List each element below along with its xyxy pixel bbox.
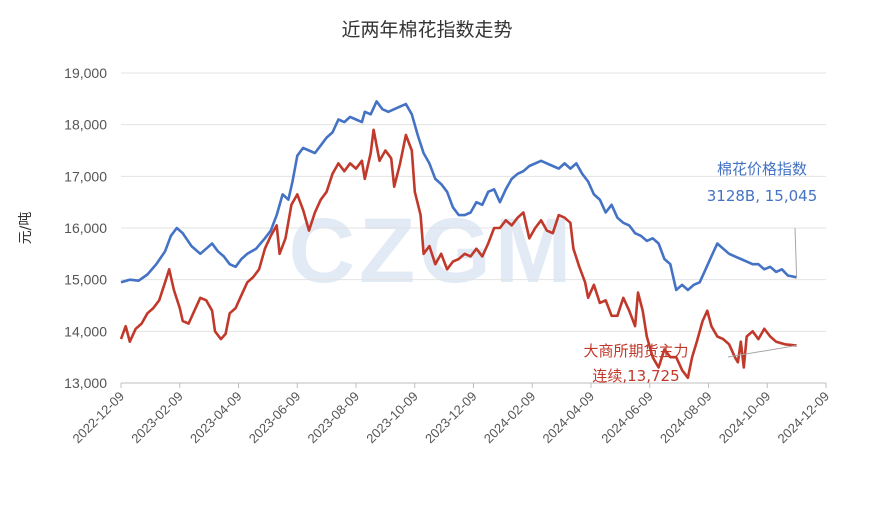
series-line-1 [120, 100, 797, 292]
y-axis: 13,000 14,000 15,000 16,000 17,000 18,000 19,0… [64, 65, 107, 391]
series-value-label-2: 连续,13,725 [592, 367, 679, 385]
y-tick-label: 15,000 [64, 272, 107, 288]
y-tick-label: 17,000 [64, 168, 107, 184]
x-tick-label: 2024-02-09 [481, 389, 539, 447]
x-tick-label: 2022-12-09 [69, 389, 127, 447]
series-line-2 [119, 128, 797, 380]
leader-line-1 [794, 227, 798, 278]
x-tick-label: 2024-06-09 [598, 389, 656, 447]
x-tick-label: 2023-08-09 [304, 389, 362, 447]
x-tick-label: 2023-06-09 [246, 389, 304, 447]
series-layer [119, 100, 797, 380]
series-value-label-1: 3128B, 15,045 [707, 187, 818, 205]
x-tick-label: 2024-10-09 [716, 389, 774, 447]
chart-title: 近两年棉花指数走势 [341, 19, 512, 41]
y-tick-label: 16,000 [64, 220, 107, 236]
x-tick-label: 2023-04-09 [187, 389, 245, 447]
y-tick-label: 13,000 [64, 375, 107, 391]
y-tick-label: 19,000 [64, 65, 107, 81]
x-tick-label: 2023-02-09 [128, 389, 186, 447]
x-tick-label: 2024-08-09 [657, 389, 715, 447]
x-tick-label: 2023-10-09 [363, 389, 421, 447]
x-axis: 2022-12-09 2023-02-09 2023-04-09 2023-06-09… [69, 383, 832, 446]
y-tick-label: 18,000 [64, 117, 107, 133]
y-axis-label: 元/吨 [18, 212, 34, 245]
y-tick-label: 14,000 [64, 323, 107, 339]
x-tick-label: 2024-12-09 [774, 389, 832, 447]
leader-line-2 [727, 345, 797, 358]
series-label-2: 大商所期货主力 [583, 342, 688, 360]
series-label-1: 棉花价格指数 [717, 160, 807, 178]
x-tick-label: 2024-04-09 [539, 389, 597, 447]
x-tick-label: 2023-12-09 [422, 389, 480, 447]
